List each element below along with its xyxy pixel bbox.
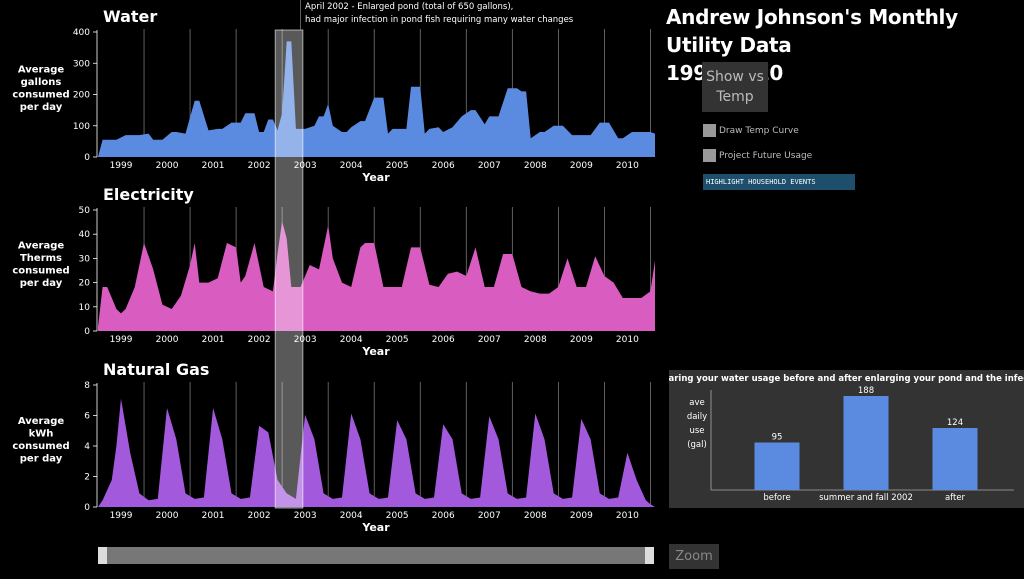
water-x-tick-label: 2002 [248, 161, 271, 171]
comparison-title: Comparing your water usage before and af… [669, 374, 1024, 384]
event-highlight-band [274, 29, 304, 509]
highlight-household-events-button[interactable]: HIGHLIGHT HOUSEHOLD EVENTS [703, 174, 855, 190]
scrollbar-right-handle[interactable] [645, 547, 654, 564]
gas-chart-title: Natural Gas [103, 360, 209, 379]
comparison-bar [843, 396, 889, 490]
comparison-data-label: 188 [858, 386, 874, 396]
electricity-x-tick-label: 2007 [478, 335, 501, 345]
water-x-tick-label: 2009 [570, 161, 593, 171]
electricity-y-axis-label: Average Therms consumed per day [12, 241, 69, 290]
electricity-x-tick-label: 2001 [202, 335, 225, 345]
water-x-axis-label: Year [361, 171, 390, 184]
draw-temp-curve-label: Draw Temp Curve [719, 125, 799, 136]
gas-y-tick-label: 2 [84, 473, 90, 483]
electricity-x-tick-label: 2003 [294, 335, 317, 345]
electricity-x-tick-label: 2009 [570, 335, 593, 345]
event-annotation-line1: April 2002 - Enlarged pond (total of 650… [305, 2, 513, 12]
comparison-data-label: 95 [772, 433, 783, 443]
electricity-x-tick-label: 2005 [386, 335, 409, 345]
electricity-chart: Electricity 0 10 20 30 40 50 1999 2000 2001 2002 20… [12, 185, 655, 358]
gas-x-tick-label: 2004 [340, 511, 363, 521]
gas-x-tick-label: 2001 [202, 511, 225, 521]
draw-temp-curve-toggle[interactable]: Draw Temp Curve [703, 124, 799, 137]
scrollbar-left-handle[interactable] [98, 547, 107, 564]
water-x-tick-label: 2006 [432, 161, 455, 171]
water-x-tick-label: 2005 [386, 161, 409, 171]
gas-series-area [98, 398, 655, 507]
project-future-usage-toggle[interactable]: Project Future Usage [703, 149, 812, 162]
water-chart: Water 0 100 200 300 400 1999 2000 2001 2002 2003 20… [12, 7, 655, 184]
electricity-x-tick-label: 2004 [340, 335, 363, 345]
comparison-category-label: after [945, 493, 966, 503]
gas-x-axis-label: Year [361, 521, 390, 534]
gas-y-axis-label: Average kWh consumed per day [12, 416, 69, 465]
water-chart-title: Water [103, 7, 157, 26]
electricity-series-area [98, 221, 655, 331]
gas-x-tick-label: 2002 [248, 511, 271, 521]
gas-y-tick-label: 0 [84, 503, 90, 513]
electricity-y-tick-label: 10 [79, 303, 91, 313]
comparison-y-axis-label: ave daily use (gal) [687, 398, 707, 450]
water-y-tick-label: 100 [73, 122, 90, 132]
water-x-tick-label: 2010 [616, 161, 639, 171]
water-y-tick-label: 0 [84, 153, 90, 163]
electricity-x-tick-label: 2006 [432, 335, 455, 345]
gas-x-tick-label: 2005 [386, 511, 409, 521]
gas-x-tick-label: 1999 [110, 511, 133, 521]
show-vs-temp-button[interactable]: Show vs Temp [702, 62, 768, 112]
water-x-tick-label: 1999 [110, 161, 133, 171]
comparison-category-label: summer and fall 2002 [819, 493, 913, 503]
gas-x-tick-label: 2006 [432, 511, 455, 521]
gas-y-tick-label: 6 [84, 412, 90, 422]
electricity-x-tick-label: 2002 [248, 335, 271, 345]
event-annotation-line2: had major infection in pond fish requiri… [305, 15, 574, 25]
water-y-axis-label: Average gallons consumed per day [12, 65, 69, 114]
water-y-tick-label: 400 [73, 28, 90, 38]
electricity-y-tick-label: 0 [84, 327, 90, 337]
water-x-tick-label: 2004 [340, 161, 363, 171]
comparison-data-label: 124 [947, 418, 963, 428]
water-y-tick-label: 200 [73, 91, 90, 101]
water-x-tick-label: 2007 [478, 161, 501, 171]
electricity-y-tick-label: 50 [79, 206, 91, 216]
electricity-chart-title: Electricity [103, 185, 194, 204]
bottom-strip [0, 572, 1024, 579]
project-future-usage-checkbox[interactable] [703, 149, 716, 162]
electricity-x-tick-label: 2000 [156, 335, 179, 345]
water-y-tick-label: 300 [73, 59, 90, 69]
comparison-bar [932, 428, 978, 490]
comparison-chart: Comparing your water usage before and af… [669, 374, 1024, 503]
electricity-x-tick-label: 2010 [616, 335, 639, 345]
gas-x-tick-label: 2007 [478, 511, 501, 521]
water-x-tick-label: 2008 [524, 161, 547, 171]
gas-x-tick-label: 2008 [524, 511, 547, 521]
water-x-tick-label: 2003 [294, 161, 317, 171]
electricity-x-tick-label: 1999 [110, 335, 133, 345]
timeline-scrollbar[interactable] [98, 547, 654, 564]
page-title-line1: Andrew Johnson's Monthly Utility Data [666, 5, 958, 57]
gas-x-tick-label: 2009 [570, 511, 593, 521]
electricity-y-tick-label: 30 [79, 254, 91, 264]
gas-chart: Natural Gas 0 2 4 6 8 1999 2000 2001 2002 2003 2004… [12, 360, 655, 534]
draw-temp-curve-checkbox[interactable] [703, 124, 716, 137]
gas-y-tick-label: 8 [84, 381, 90, 391]
water-x-tick-label: 2001 [202, 161, 225, 171]
gas-x-tick-label: 2010 [616, 511, 639, 521]
comparison-bar [754, 442, 800, 490]
electricity-y-tick-label: 40 [79, 230, 91, 240]
water-x-tick-label: 2000 [156, 161, 179, 171]
water-series-area [98, 41, 655, 157]
comparison-panel: Comparing your water usage before and af… [669, 370, 1024, 508]
project-future-usage-label: Project Future Usage [719, 150, 813, 161]
gas-x-tick-label: 2000 [156, 511, 179, 521]
comparison-category-label: before [763, 493, 790, 503]
gas-y-tick-label: 4 [84, 442, 90, 452]
electricity-x-tick-label: 2008 [524, 335, 547, 345]
gas-x-tick-label: 2003 [294, 511, 317, 521]
electricity-y-tick-label: 20 [79, 279, 91, 289]
electricity-x-axis-label: Year [361, 345, 390, 358]
zoom-button[interactable]: Zoom [669, 544, 719, 569]
